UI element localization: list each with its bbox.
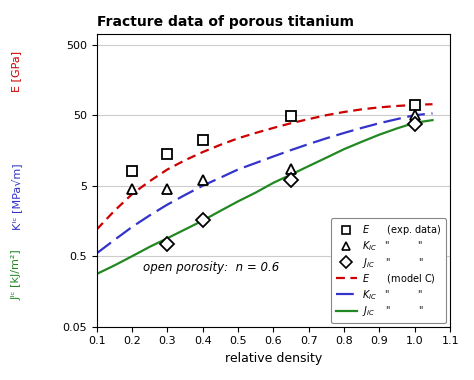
- Text: Jᴵᶜ [kJ/m²]: Jᴵᶜ [kJ/m²]: [11, 249, 22, 300]
- Text: Kᴵᶜ [MPa√m]: Kᴵᶜ [MPa√m]: [11, 164, 22, 230]
- X-axis label: relative density: relative density: [225, 352, 322, 365]
- Text: E [GPa]: E [GPa]: [11, 51, 22, 92]
- Text: open porosity:  n = 0.6: open porosity: n = 0.6: [143, 261, 279, 274]
- Text: Fracture data of porous titanium: Fracture data of porous titanium: [97, 15, 354, 29]
- Legend: $E$      (exp. data), $K_{IC}$   "         ", $J_{IC}$    "         ", $E$      : $E$ (exp. data), $K_{IC}$ " ", $J_{IC}$ …: [331, 218, 447, 323]
